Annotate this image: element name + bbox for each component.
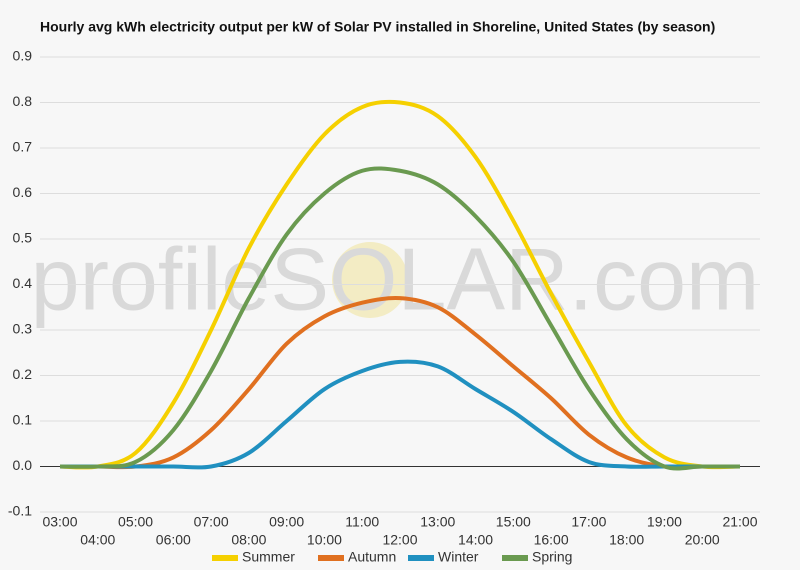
legend-label: Summer xyxy=(242,549,295,565)
x-tick-label: 19:00 xyxy=(647,514,682,530)
y-tick-label: 0.5 xyxy=(13,230,33,246)
x-tick-label: 15:00 xyxy=(496,514,531,530)
y-tick-label: 0.4 xyxy=(13,275,33,291)
y-tick-label: 0.6 xyxy=(13,184,33,200)
watermark-group: profileSOLAR.com xyxy=(31,229,760,328)
x-tick-label: 17:00 xyxy=(571,514,606,530)
x-tick-label: 05:00 xyxy=(118,514,153,530)
y-tick-label: 0.2 xyxy=(13,366,33,382)
x-tick-label: 11:00 xyxy=(345,514,379,530)
legend-label: Spring xyxy=(532,549,572,565)
x-tick-label: 04:00 xyxy=(80,532,115,548)
x-tick-label: 14:00 xyxy=(458,532,493,548)
y-tick-label: 0.7 xyxy=(13,139,33,155)
series-line xyxy=(59,99,741,470)
legend-swatch xyxy=(318,555,344,561)
y-tick-label: 0.9 xyxy=(13,48,33,64)
x-tick-label: 13:00 xyxy=(420,514,455,530)
x-tick-label: 12:00 xyxy=(382,532,417,548)
series-line xyxy=(60,359,740,470)
legend-swatch xyxy=(408,555,434,561)
x-tick-label: 06:00 xyxy=(156,532,191,548)
x-tick-label: 21:00 xyxy=(722,514,757,530)
y-tick-label: 0.3 xyxy=(13,321,33,337)
x-tick-label: 18:00 xyxy=(609,532,644,548)
x-tick-label: 16:00 xyxy=(534,532,569,548)
y-tick-label: -0.1 xyxy=(8,503,32,519)
y-tick-label: 0.1 xyxy=(13,412,33,428)
legend-label: Autumn xyxy=(348,549,396,565)
y-tick-label: 0.8 xyxy=(13,93,33,109)
x-tick-label: 20:00 xyxy=(685,532,720,548)
series-line xyxy=(59,166,740,471)
legend-swatch xyxy=(212,555,238,561)
x-tick-label: 07:00 xyxy=(194,514,229,530)
x-tick-label: 08:00 xyxy=(231,532,266,548)
x-tick-label: 10:00 xyxy=(307,532,342,548)
y-tick-label: 0.0 xyxy=(13,457,33,473)
legend-label: Winter xyxy=(438,549,479,565)
watermark: profileSOLAR.com xyxy=(31,229,760,328)
x-tick-label: 09:00 xyxy=(269,514,304,530)
legend-swatch xyxy=(502,555,528,561)
series-line xyxy=(60,296,740,470)
x-tick-label: 03:00 xyxy=(42,514,77,530)
chart-title: Hourly avg kWh electricity output per kW… xyxy=(40,19,715,35)
